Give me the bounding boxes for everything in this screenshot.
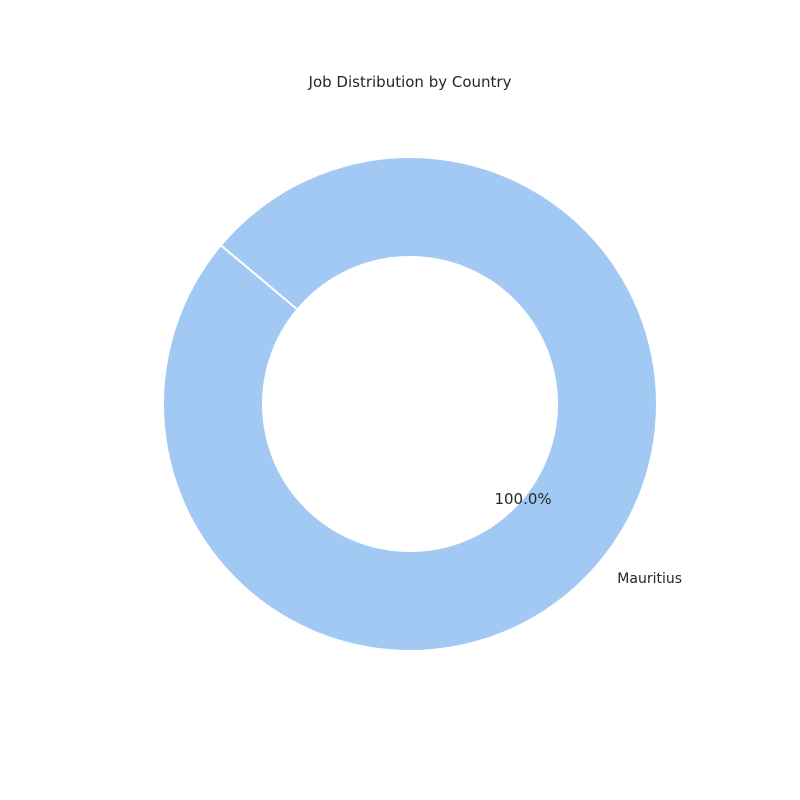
slice-label: Mauritius (617, 571, 682, 587)
slice-edge (220, 244, 298, 310)
slice-wedge (163, 158, 656, 651)
chart-title: Job Distribution by Country (308, 73, 512, 91)
slice-percent-label: 100.0% (494, 490, 551, 508)
slice-mauritius: Mauritius 100.0% (163, 158, 682, 651)
